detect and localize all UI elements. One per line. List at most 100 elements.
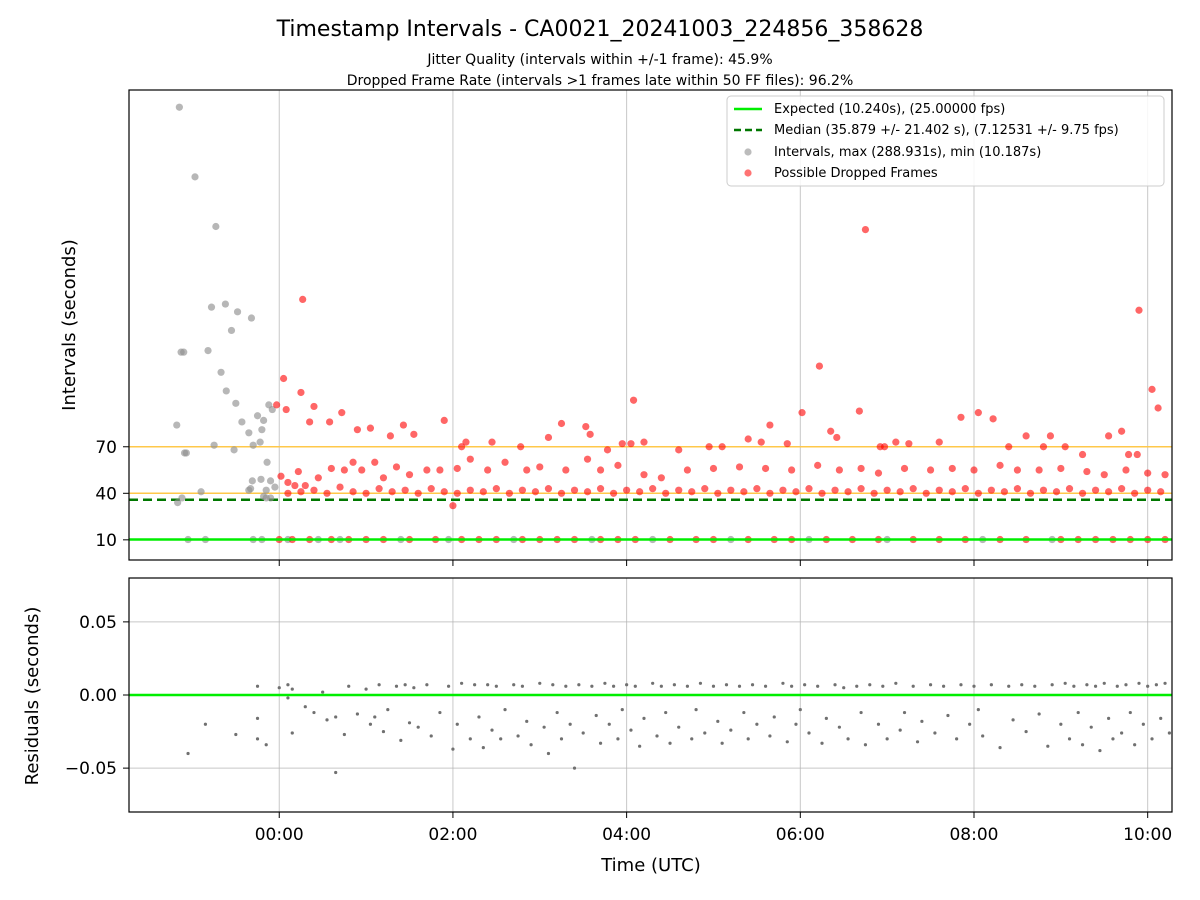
legend-dropped-swatch (744, 169, 752, 177)
dropped-frame-point (798, 409, 806, 417)
dropped-frame-point (284, 489, 292, 497)
x-tick-label: 06:00 (776, 825, 825, 845)
dropped-frame-point (501, 458, 509, 466)
residual-point (846, 737, 850, 741)
residual-point (915, 740, 920, 744)
bottom-y-tick-label: 0.05 (79, 613, 117, 633)
dropped-frame-point (1161, 471, 1169, 479)
residual-point (1167, 731, 1171, 735)
residual-point (386, 708, 390, 712)
interval-point (266, 477, 275, 485)
residual-point (572, 766, 577, 770)
dropped-frame-point (462, 438, 470, 446)
dropped-frame-point (844, 488, 852, 496)
dropped-frame-point (297, 388, 305, 397)
dropped-frame-point (629, 396, 638, 404)
interval-point (210, 441, 218, 449)
chart-subtitle-jitter: Jitter Quality (intervals within +/-1 fr… (426, 52, 772, 68)
bottom-axes-frame (128, 577, 1173, 813)
residual-point (1020, 683, 1024, 687)
dropped-frame-point (336, 483, 344, 491)
residual-point (911, 684, 915, 688)
residual-point (651, 681, 655, 685)
residual-point (407, 721, 412, 725)
top-plot-area (129, 103, 1172, 544)
residual-point (868, 683, 872, 687)
residual-point (342, 732, 346, 737)
dropped-frame-point (857, 485, 865, 493)
dropped-frame-point (299, 295, 307, 304)
interval-point (245, 429, 253, 437)
residual-point (577, 683, 581, 687)
dropped-frame-point (874, 469, 883, 477)
residual-point (724, 683, 729, 687)
dropped-frame-point (388, 488, 396, 496)
residual-point (902, 710, 907, 715)
residual-point (955, 737, 959, 741)
dropped-frame-point (596, 466, 605, 474)
dropped-frame-point (640, 438, 648, 446)
dropped-frame-point (757, 438, 765, 446)
dropped-frame-point (892, 438, 900, 446)
dropped-frame-point (582, 423, 590, 431)
dropped-frame-point (414, 489, 422, 497)
residual-point (1146, 684, 1150, 688)
interval-point (260, 416, 268, 424)
dropped-frame-point (974, 489, 982, 497)
residual-point (616, 737, 620, 741)
interval-point (262, 486, 270, 494)
residual-point (290, 731, 294, 735)
residual-point (490, 728, 494, 732)
interval-point (178, 494, 186, 502)
residual-point (981, 734, 985, 738)
dropped-frame-point (1083, 467, 1091, 476)
dropped-frame-point (273, 401, 281, 409)
residual-point (620, 708, 624, 712)
interval-point (266, 494, 275, 502)
dropped-frame-point (926, 466, 935, 474)
dropped-frame-point (1154, 404, 1162, 412)
dropped-frame-point (586, 430, 594, 438)
residual-point (525, 719, 529, 723)
dropped-frame-point (1091, 486, 1100, 494)
residual-point (863, 743, 868, 747)
residual-point (255, 684, 260, 688)
dropped-frame-point (1157, 488, 1165, 496)
residual-point (416, 725, 420, 729)
dropped-frame-point (386, 432, 395, 440)
legend-intervals-label: Intervals, max (288.931s), min (10.187s) (774, 145, 1041, 160)
dropped-frame-point (1105, 488, 1113, 496)
dropped-frame-point (1013, 466, 1022, 474)
dropped-frame-point (989, 415, 997, 423)
dropped-frame-point (294, 467, 302, 476)
residual-point (807, 731, 811, 735)
residual-point (381, 729, 386, 734)
interval-point (191, 173, 199, 181)
residual-point (290, 687, 294, 691)
dropped-frame-point (861, 226, 870, 234)
residual-point (633, 684, 637, 688)
dropped-frame-point (948, 488, 956, 496)
dropped-frame-point (1065, 485, 1074, 493)
dropped-frame-point (948, 464, 956, 473)
residual-point (373, 715, 377, 719)
residual-point (716, 719, 720, 723)
dropped-frame-point (340, 466, 348, 474)
residual-point (234, 732, 238, 737)
residual-point (334, 715, 338, 719)
dropped-frame-point (349, 488, 357, 496)
residual-point (520, 684, 525, 688)
residual-point (763, 684, 768, 688)
residual-point (321, 690, 325, 694)
dropped-frame-point (449, 502, 457, 510)
dropped-frame-point (401, 486, 409, 494)
dropped-frame-point (905, 440, 913, 448)
dropped-frame-point (323, 489, 331, 497)
interval-point (175, 103, 183, 111)
residual-point (742, 710, 746, 715)
dropped-frame-point (614, 461, 622, 469)
residual-point (668, 741, 672, 745)
residual-point (1107, 716, 1111, 721)
residual-point (455, 722, 459, 726)
dropped-frame-point (753, 485, 761, 493)
